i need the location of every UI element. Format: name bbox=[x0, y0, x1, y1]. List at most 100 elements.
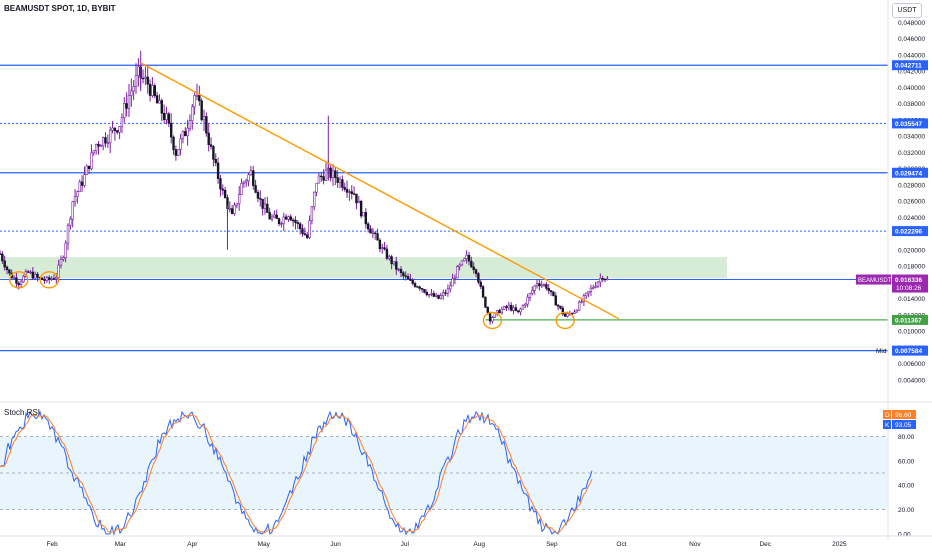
level-label-0-bg bbox=[892, 60, 928, 71]
currency-selector[interactable]: USDT bbox=[892, 3, 922, 18]
candle-body-4 bbox=[8, 269, 11, 274]
candle-body-169 bbox=[395, 261, 398, 270]
candle-body-80 bbox=[186, 127, 189, 137]
y-tick-label-5: 0.038000 bbox=[898, 101, 925, 108]
candle-body-173 bbox=[404, 275, 407, 277]
candle-body-177 bbox=[413, 283, 417, 287]
candle-body-65 bbox=[151, 85, 154, 96]
candle-body-103 bbox=[240, 183, 243, 195]
candle-body-74 bbox=[172, 136, 175, 150]
candle-body-67 bbox=[155, 95, 159, 104]
candle-body-88 bbox=[205, 116, 208, 134]
candle-body-134 bbox=[313, 191, 316, 208]
rsi-k-value-bg bbox=[892, 420, 916, 429]
candle-body-127 bbox=[296, 222, 300, 225]
candle-body-79 bbox=[184, 131, 187, 137]
candle-body-90 bbox=[209, 144, 213, 147]
current-symbol-label: BEAMUSDT bbox=[858, 278, 892, 284]
candle-body-252 bbox=[589, 287, 593, 292]
candle-body-198 bbox=[463, 258, 466, 262]
candle-body-100 bbox=[233, 204, 236, 215]
candle-body-152 bbox=[355, 193, 358, 204]
stoch-rsi-pane: 80.00 60.00 40.00 20.00 0.00 D 96.60 K 93.05 bbox=[0, 401, 932, 539]
level-label-2-text: 0.029474 bbox=[895, 170, 922, 177]
candle-body-236 bbox=[552, 291, 555, 297]
candle-body-149 bbox=[348, 191, 351, 193]
candle-body-72 bbox=[167, 113, 171, 124]
candle-body-157 bbox=[366, 223, 370, 230]
candle-body-66 bbox=[153, 85, 156, 96]
candle-body-99 bbox=[230, 208, 234, 215]
candle-body-226 bbox=[528, 293, 532, 298]
candle-body-8 bbox=[17, 282, 20, 286]
candle-body-200 bbox=[467, 254, 471, 262]
candle-body-258 bbox=[603, 278, 607, 281]
candle-body-91 bbox=[212, 146, 215, 160]
y-tick-label-15: 0.018000 bbox=[898, 264, 925, 271]
candle-body-98 bbox=[228, 208, 232, 210]
candle-body-144 bbox=[336, 177, 339, 183]
candle-body-23 bbox=[52, 278, 56, 280]
candle-body-117 bbox=[273, 214, 276, 218]
candle-body-27 bbox=[62, 257, 65, 260]
level-label-4-bg bbox=[892, 345, 928, 356]
x-tick-label-6: Aug bbox=[473, 541, 485, 548]
candle-body-64 bbox=[148, 83, 152, 96]
candle-body-32 bbox=[73, 196, 77, 202]
rsi-k-key: K bbox=[885, 422, 890, 429]
candle-body-240 bbox=[561, 307, 565, 315]
candle-body-33 bbox=[76, 191, 79, 197]
candle-body-87 bbox=[202, 116, 206, 121]
candle-body-202 bbox=[472, 266, 475, 270]
x-tick-label-1: Mar bbox=[115, 541, 127, 548]
candle-body-136 bbox=[317, 175, 321, 184]
price-levels bbox=[0, 64, 888, 352]
candle-body-107 bbox=[249, 170, 253, 176]
candle-body-201 bbox=[470, 260, 473, 268]
candle-body-111 bbox=[259, 198, 262, 200]
candle-body-61 bbox=[141, 77, 145, 80]
candle-body-0 bbox=[0, 253, 2, 255]
y-tick-label-3: 0.042000 bbox=[898, 69, 925, 76]
candle-body-182 bbox=[425, 292, 428, 296]
candle-body-109 bbox=[254, 185, 257, 193]
candle-body-101 bbox=[235, 203, 239, 206]
rsi-k-key-bg bbox=[883, 420, 891, 429]
candle-body-146 bbox=[341, 179, 344, 188]
demand-zone-rect bbox=[0, 257, 727, 279]
candle-body-1 bbox=[1, 253, 4, 262]
candle-body-142 bbox=[331, 170, 335, 179]
candle-body-28 bbox=[64, 242, 67, 258]
candle-body-171 bbox=[399, 268, 403, 274]
candle-body-217 bbox=[507, 304, 511, 308]
x-tick-label-0: Feb bbox=[47, 541, 59, 548]
candle-body-256 bbox=[599, 278, 602, 283]
candle-body-108 bbox=[252, 170, 255, 186]
candle-body-246 bbox=[575, 309, 579, 313]
candle-body-218 bbox=[510, 304, 513, 311]
candle-body-102 bbox=[237, 194, 241, 205]
candle-body-40 bbox=[92, 150, 96, 154]
trend-line-layer bbox=[140, 62, 620, 320]
candle-body-188 bbox=[439, 295, 443, 299]
current-symbol-bg bbox=[856, 274, 891, 285]
candle-body-46 bbox=[106, 142, 110, 144]
candle-body-48 bbox=[111, 127, 114, 131]
candle-body-128 bbox=[298, 223, 302, 230]
level-label-3-bg bbox=[892, 226, 928, 237]
candle-body-36 bbox=[83, 174, 86, 186]
candle-body-199 bbox=[465, 254, 468, 259]
time-axis[interactable]: Feb Mar Apr May Jun Jul Aug Sep Oct Nov Dec 2025 bbox=[0, 535, 932, 548]
candle-body-150 bbox=[350, 191, 353, 195]
candle-body-22 bbox=[50, 278, 53, 280]
candle-body-54 bbox=[125, 103, 128, 109]
mid-prefix: Mid bbox=[876, 348, 887, 355]
candle-body-31 bbox=[71, 201, 74, 220]
candle-body-18 bbox=[41, 277, 44, 281]
candle-body-96 bbox=[223, 189, 227, 199]
y-tick-label-8: 0.032000 bbox=[898, 150, 925, 157]
candle-body-106 bbox=[247, 174, 250, 182]
rsi-d-key: D bbox=[885, 412, 890, 419]
candle-body-21 bbox=[48, 277, 51, 280]
